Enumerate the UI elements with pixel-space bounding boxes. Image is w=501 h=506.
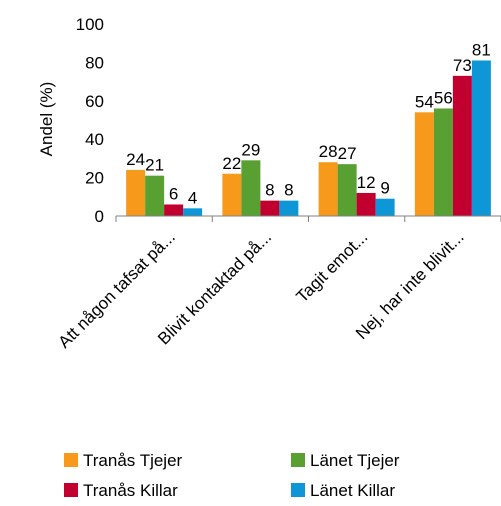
data-label: 73 (453, 56, 472, 75)
data-label: 27 (338, 144, 357, 163)
y-tick-label: 100 (76, 15, 104, 34)
y-tick-label: 80 (85, 53, 104, 72)
legend-label: Tranås Tjejer (83, 451, 183, 470)
legend-swatch (291, 483, 305, 497)
bar (356, 192, 376, 216)
data-label: 81 (472, 40, 491, 59)
category-label: Tagit emot... (293, 227, 372, 306)
bar (222, 173, 242, 216)
bar (260, 200, 280, 216)
bar (183, 208, 203, 216)
data-label: 4 (188, 188, 197, 207)
data-label: 21 (145, 156, 164, 175)
category-label: Nej, har inte blivit... (352, 227, 468, 343)
legend-label: Länet Tjejer (310, 451, 400, 470)
y-tick-label: 0 (95, 207, 104, 226)
data-label: 54 (415, 92, 434, 111)
data-label: 24 (126, 150, 145, 169)
data-label: 8 (284, 181, 293, 200)
data-label: 29 (241, 140, 260, 159)
legend-swatch (291, 453, 305, 467)
bar (452, 75, 472, 216)
data-label: 22 (222, 154, 241, 173)
y-tick-label: 60 (85, 92, 104, 111)
bar (375, 198, 395, 216)
bar (145, 175, 165, 216)
legend-label: Tranås Killar (83, 481, 178, 500)
bar (414, 112, 434, 216)
y-tick-label: 40 (85, 130, 104, 149)
data-label: 8 (265, 181, 274, 200)
data-label: 12 (357, 173, 376, 192)
bar (471, 60, 491, 217)
data-label: 56 (434, 88, 453, 107)
bar (433, 108, 453, 216)
bar (126, 169, 146, 216)
y-tick-label: 20 (85, 169, 104, 188)
bar (279, 200, 299, 216)
data-label: 6 (169, 184, 178, 203)
y-axis-title: Andel (%) (37, 82, 56, 157)
data-label: 9 (380, 179, 389, 198)
legend-swatch (64, 453, 78, 467)
bar (318, 162, 338, 216)
legend-swatch (64, 483, 78, 497)
data-label: 28 (319, 142, 338, 161)
legend-label: Länet Killar (310, 481, 395, 500)
bar (164, 204, 184, 216)
bar (337, 164, 357, 216)
bar (241, 160, 261, 216)
